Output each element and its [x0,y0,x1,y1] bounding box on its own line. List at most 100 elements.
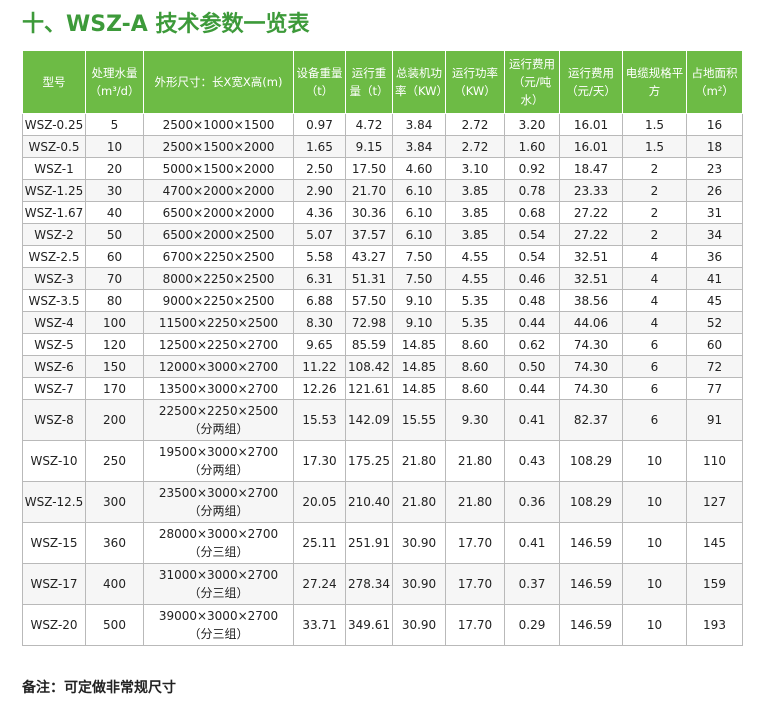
table-cell: 5.35 [445,311,505,334]
table-cell: 27.22 [559,201,623,224]
table-cell: 0.41 [504,522,560,564]
table-cell: WSZ-3.5 [22,289,86,312]
table-cell: 4.55 [445,267,505,290]
table-cell: 4.60 [392,157,446,180]
table-cell: 10 [85,135,144,158]
header-row: 型号 处理水量（m³/d） 外形尺寸：长X宽X高(m) 设备重量（t） 运行重量（t）总… [22,50,743,114]
table-cell: 0.50 [504,355,560,378]
table-cell: 1.5 [622,113,687,136]
table-cell: 2 [622,223,687,246]
table-row: WSZ-3.5 80 9000×2250×2500 6.88 57.50 9.10 5.35… [22,289,743,312]
table-cell: 3.85 [445,201,505,224]
footnote: 备注：可定做非常规尺寸 [22,680,176,696]
table-cell: 3.20 [504,113,560,136]
table-cell: 0.54 [504,223,560,246]
table-row: WSZ-6 150 12000×3000×2700 11.22 108.42 14.85 8… [22,355,743,378]
table-cell: 32.51 [559,267,623,290]
table-cell: WSZ-6 [22,355,86,378]
table-cell: 80 [85,289,144,312]
table-cell: 2.50 [293,157,346,180]
table-cell: 0.44 [504,377,560,400]
table-cell: 146.59 [559,522,623,564]
table-cell: 0.78 [504,179,560,202]
table-cell: 100 [85,311,144,334]
table-cell: 4.36 [293,201,346,224]
table-cell: 6.31 [293,267,346,290]
table-cell: 4.55 [445,245,505,268]
column-header: 运行费用（元/吨水） [504,50,560,114]
table-cell: 6 [622,399,687,441]
table-cell: 1.60 [504,135,560,158]
table-cell: 146.59 [559,563,623,605]
table-row: WSZ-8 200 22500×2250×2500 （分两组） 15.53 142.09… [22,399,743,441]
table-row: WSZ-0.25 5 2500×1000×1500 0.97 4.72 3.84 2.72 3… [22,113,743,136]
table-cell: 0.29 [504,604,560,646]
table-cell: 27.24 [293,563,346,605]
table-cell: 18 [686,135,743,158]
table-cell: 400 [85,563,144,605]
table-cell: 17.30 [293,440,346,482]
table-cell: 1.65 [293,135,346,158]
table-row: WSZ-2 50 6500×2000×2500 5.07 37.57 6.10 3.85 0.… [22,223,743,246]
table-cell: WSZ-0.5 [22,135,86,158]
table-body: WSZ-0.25 5 2500×1000×1500 0.97 4.72 3.84 2.72 3… [22,113,743,646]
table-cell: 6 [622,377,687,400]
table-cell: 17.50 [345,157,393,180]
table-cell: 251.91 [345,522,393,564]
table-cell: 74.30 [559,377,623,400]
table-cell: 0.44 [504,311,560,334]
table-cell: 6.10 [392,223,446,246]
table-cell: 8.30 [293,311,346,334]
table-cell: 6.10 [392,201,446,224]
table-cell: 50 [85,223,144,246]
table-row: WSZ-12.5 300 23500×3000×2700 （分两组） 20.05 210… [22,481,743,523]
table-cell: 360 [85,522,144,564]
table-cell: 3.10 [445,157,505,180]
table-cell: 200 [85,399,144,441]
table-cell: 193 [686,604,743,646]
table-cell: 9000×2250×2500 [143,289,294,312]
table-cell: 11.22 [293,355,346,378]
table-cell: 170 [85,377,144,400]
column-header: 运行功率（KW） [445,50,505,114]
table-cell: WSZ-0.25 [22,113,86,136]
table-cell: 14.85 [392,355,446,378]
table-cell: 21.80 [445,440,505,482]
table-cell: WSZ-2 [22,223,86,246]
table-cell: 146.59 [559,604,623,646]
column-header: 设备重量（t） [293,50,346,114]
table-cell: 77 [686,377,743,400]
table-cell: 0.54 [504,245,560,268]
column-header: 外形尺寸：长X宽X高(m) [143,50,294,114]
table-cell: WSZ-1 [22,157,86,180]
table-cell: 8.60 [445,355,505,378]
table-cell: WSZ-17 [22,563,86,605]
table-cell: 17.70 [445,604,505,646]
table-cell: 6.88 [293,289,346,312]
table-cell: 57.50 [345,289,393,312]
table-cell: 60 [85,245,144,268]
table-cell: 6500×2000×2000 [143,201,294,224]
table-cell: 12.26 [293,377,346,400]
table-cell: 6.10 [392,179,446,202]
table-row: WSZ-15 360 28000×3000×2700 （分三组） 25.11 251.9… [22,522,743,564]
column-header: 运行重量（t） [345,50,393,114]
table-cell: 31000×3000×2700 （分三组） [143,563,294,605]
table-cell: 30.36 [345,201,393,224]
table-cell: WSZ-15 [22,522,86,564]
table-cell: 127 [686,481,743,523]
column-header: 总装机功率（KW） [392,50,448,114]
table-row: WSZ-2.5 60 6700×2250×2500 5.58 43.27 7.50 4.55… [22,245,743,268]
table-cell: 2 [622,201,687,224]
table-row: WSZ-4 100 11500×2250×2500 8.30 72.98 9.10 5.35… [22,311,743,334]
title: 十、WSZ-A 技术参数一览表 [22,12,310,37]
table-cell: 4.72 [345,113,393,136]
table-cell: WSZ-1.25 [22,179,86,202]
table-cell: 20.05 [293,481,346,523]
table-cell: 9.30 [445,399,505,441]
table-cell: 108.42 [345,355,393,378]
table-cell: 6 [622,333,687,356]
table-cell: 278.34 [345,563,393,605]
table-cell: 2.72 [445,135,505,158]
